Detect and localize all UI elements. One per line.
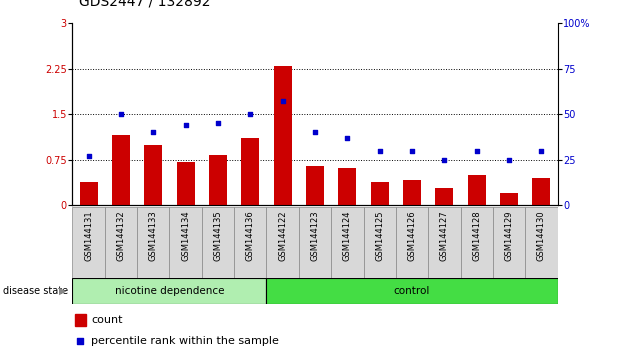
Point	[439, 157, 449, 162]
Bar	[266, 207, 299, 278]
Bar	[72, 207, 105, 278]
Bar	[75, 314, 86, 326]
Text: percentile rank within the sample: percentile rank within the sample	[91, 336, 278, 346]
Text: ▶: ▶	[59, 286, 67, 296]
Text: GSM144133: GSM144133	[149, 211, 158, 261]
Text: GSM144124: GSM144124	[343, 211, 352, 261]
Text: GDS2447 / 132892: GDS2447 / 132892	[79, 0, 210, 9]
Point	[75, 338, 85, 344]
Text: GSM144122: GSM144122	[278, 211, 287, 261]
Bar	[80, 182, 98, 205]
Bar	[461, 207, 493, 278]
Point	[148, 130, 158, 135]
Bar	[331, 207, 364, 278]
Text: GSM144132: GSM144132	[117, 211, 125, 261]
Point	[278, 98, 288, 104]
Bar	[396, 207, 428, 278]
Bar	[306, 166, 324, 205]
Bar	[112, 136, 130, 205]
Text: GSM144131: GSM144131	[84, 211, 93, 261]
Bar	[169, 207, 202, 278]
Text: GSM144123: GSM144123	[311, 211, 319, 261]
Bar	[234, 207, 266, 278]
Text: disease state: disease state	[3, 286, 68, 296]
Bar	[266, 278, 558, 304]
Text: GSM144130: GSM144130	[537, 211, 546, 261]
Bar	[299, 207, 331, 278]
Bar	[532, 178, 550, 205]
Text: GSM144134: GSM144134	[181, 211, 190, 261]
Bar	[371, 182, 389, 205]
Bar	[177, 161, 195, 205]
Text: GSM144127: GSM144127	[440, 211, 449, 261]
Point	[116, 111, 126, 117]
Point	[84, 153, 94, 159]
Point	[375, 148, 385, 154]
Bar	[202, 207, 234, 278]
Text: count: count	[91, 315, 122, 325]
Bar	[364, 207, 396, 278]
Bar	[500, 193, 518, 205]
Text: GSM144126: GSM144126	[408, 211, 416, 261]
Text: GSM144125: GSM144125	[375, 211, 384, 261]
Bar	[137, 207, 169, 278]
Text: GSM144135: GSM144135	[214, 211, 222, 261]
Point	[472, 148, 482, 154]
Bar	[468, 175, 486, 205]
Text: control: control	[394, 286, 430, 296]
Bar	[338, 168, 356, 205]
Point	[310, 130, 320, 135]
Point	[536, 148, 546, 154]
Bar	[274, 65, 292, 205]
Text: nicotine dependence: nicotine dependence	[115, 286, 224, 296]
Bar	[144, 144, 162, 205]
Bar	[403, 180, 421, 205]
Text: GSM144129: GSM144129	[505, 211, 513, 261]
Point	[407, 148, 417, 154]
Bar	[209, 155, 227, 205]
Bar	[72, 278, 266, 304]
Point	[245, 111, 255, 117]
Bar	[493, 207, 525, 278]
Point	[213, 120, 223, 126]
Point	[504, 157, 514, 162]
Bar	[525, 207, 558, 278]
Point	[342, 135, 352, 141]
Bar	[105, 207, 137, 278]
Bar	[435, 188, 453, 205]
Bar	[241, 138, 259, 205]
Text: GSM144136: GSM144136	[246, 211, 255, 261]
Bar	[428, 207, 461, 278]
Text: GSM144128: GSM144128	[472, 211, 481, 261]
Point	[181, 122, 191, 128]
